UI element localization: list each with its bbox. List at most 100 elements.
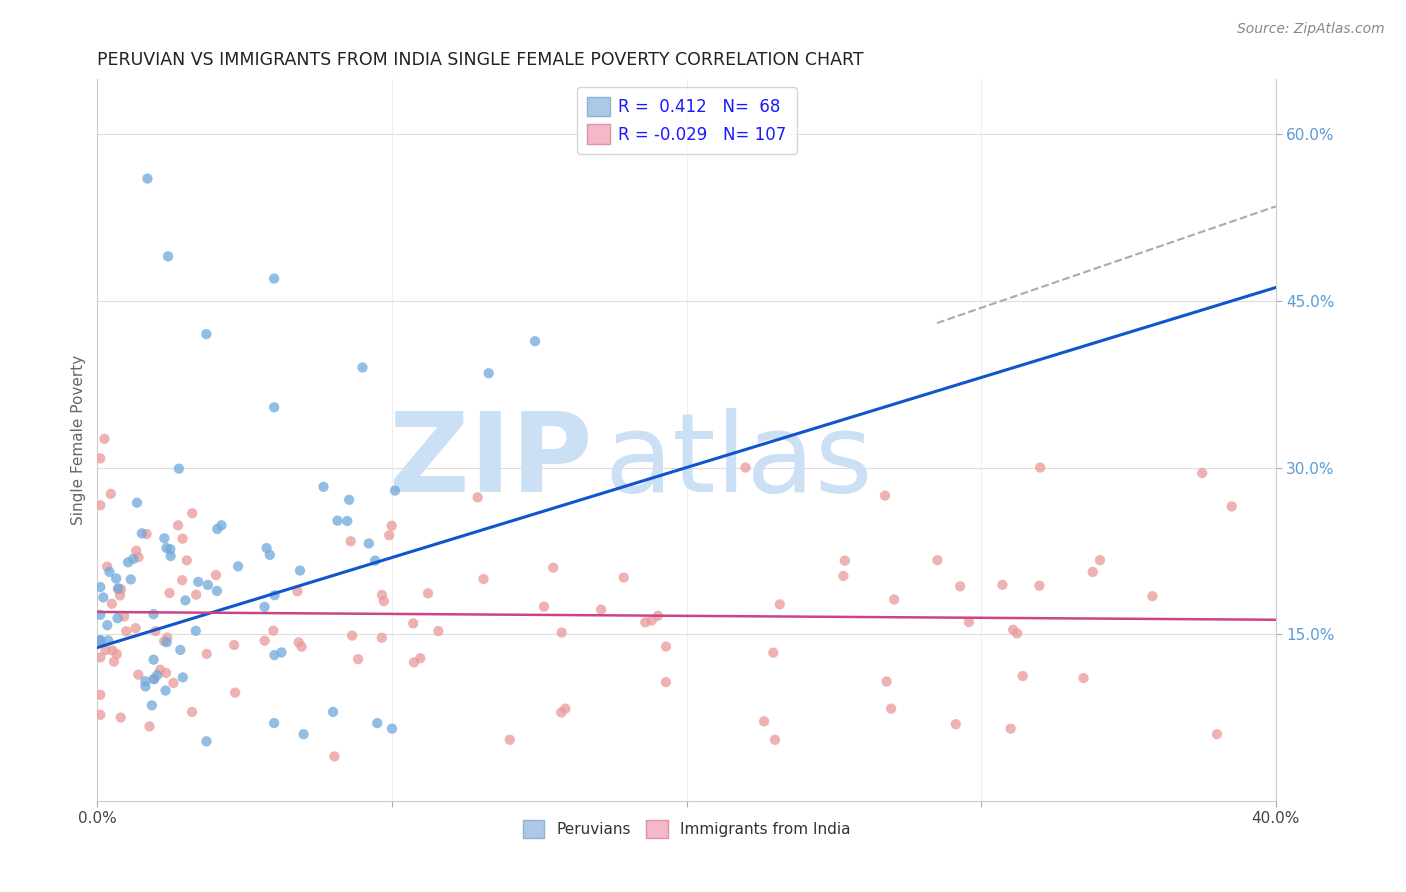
Point (1002, 623, 1025, 637)
Point (291, 640, 314, 654)
Point (97, 633, 120, 648)
Point (197, 578, 219, 592)
Point (371, 588, 394, 602)
Point (734, 460, 756, 475)
Point (94, 643, 117, 657)
Point (402, 656, 425, 670)
Point (287, 635, 309, 649)
Point (96, 559, 118, 574)
Point (752, 714, 775, 729)
Point (108, 589, 131, 603)
Point (427, 624, 450, 639)
Point (89, 633, 111, 648)
Point (156, 635, 179, 649)
Point (381, 518, 404, 533)
Point (371, 631, 394, 645)
Point (159, 542, 181, 557)
Point (1011, 669, 1033, 683)
Point (364, 553, 387, 567)
Point (128, 550, 150, 565)
Point (873, 489, 896, 503)
Point (131, 526, 153, 541)
Point (107, 582, 129, 596)
Point (337, 492, 360, 507)
Point (1142, 589, 1164, 603)
Point (136, 171, 159, 186)
Point (340, 629, 363, 643)
Point (641, 614, 664, 628)
Point (142, 653, 165, 667)
Point (957, 615, 980, 629)
Point (762, 646, 785, 660)
Point (1206, 727, 1229, 741)
Point (91, 591, 114, 605)
Point (195, 647, 218, 661)
Point (1081, 565, 1104, 579)
Point (381, 722, 404, 736)
Point (159, 549, 181, 563)
Point (134, 674, 156, 689)
Legend: Peruvians, Immigrants from India: Peruvians, Immigrants from India (517, 814, 856, 844)
Point (89, 707, 111, 722)
Point (162, 676, 184, 690)
Point (591, 602, 613, 616)
Point (101, 643, 124, 657)
Point (1028, 579, 1050, 593)
Point (120, 573, 142, 587)
Point (149, 663, 172, 677)
Point (1000, 722, 1022, 736)
Point (145, 624, 167, 639)
Point (184, 624, 207, 638)
Point (613, 570, 636, 584)
Point (402, 616, 425, 631)
Point (187, 574, 209, 589)
Point (336, 514, 359, 528)
Point (339, 534, 361, 549)
Point (927, 553, 949, 567)
Point (634, 615, 657, 630)
Point (1005, 626, 1028, 640)
Text: atlas: atlas (605, 408, 873, 515)
Point (207, 522, 229, 536)
Point (101, 597, 124, 611)
Point (763, 732, 786, 747)
Point (186, 588, 208, 602)
Point (655, 640, 678, 654)
Point (499, 732, 522, 747)
Point (89, 607, 111, 622)
Point (769, 598, 792, 612)
Point (224, 638, 246, 652)
Point (880, 701, 903, 715)
Point (876, 674, 898, 689)
Point (172, 573, 194, 587)
Point (253, 633, 276, 648)
Point (384, 483, 406, 498)
Point (115, 624, 138, 639)
Point (157, 249, 180, 263)
Point (153, 634, 176, 648)
Point (647, 608, 669, 623)
Point (945, 717, 967, 731)
Point (143, 672, 166, 686)
Point (172, 670, 194, 684)
Point (262, 624, 284, 638)
Point (524, 334, 547, 348)
Point (287, 584, 309, 599)
Point (533, 599, 555, 614)
Point (176, 553, 198, 567)
Point (107, 611, 129, 625)
Point (883, 592, 905, 607)
Point (1220, 500, 1243, 514)
Point (416, 586, 439, 600)
Point (143, 672, 166, 686)
Point (103, 655, 125, 669)
Point (93, 432, 115, 446)
Point (253, 599, 276, 614)
Point (472, 572, 495, 586)
Point (312, 480, 335, 494)
Point (127, 667, 149, 681)
Point (1073, 671, 1095, 685)
Point (155, 541, 177, 555)
Point (125, 496, 148, 510)
Point (146, 668, 169, 682)
